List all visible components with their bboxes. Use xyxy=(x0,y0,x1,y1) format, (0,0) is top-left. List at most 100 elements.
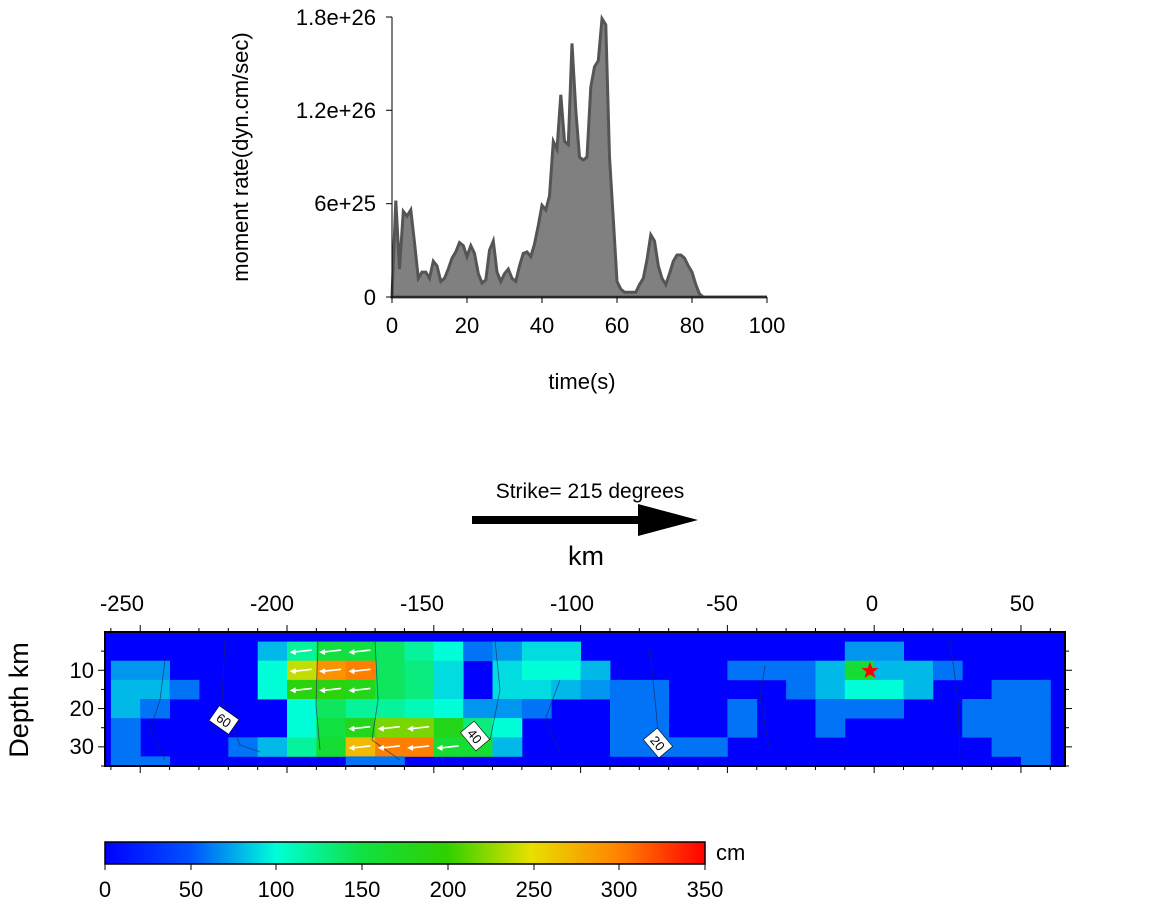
colorbar-tick-label: 200 xyxy=(430,877,467,902)
slip-arrow-icon xyxy=(319,668,342,675)
slip-cell xyxy=(551,679,581,700)
slip-cell xyxy=(991,718,1022,738)
slip-cell xyxy=(610,718,640,738)
slip-cell xyxy=(521,660,552,681)
slip-arrow-icon xyxy=(377,725,400,732)
slip-cell xyxy=(433,660,464,681)
slip-cell xyxy=(110,756,141,767)
slip-x-tick-label: -100 xyxy=(550,591,594,616)
slip-cell xyxy=(375,699,405,719)
slip-arrow-icon xyxy=(348,687,371,694)
slip-cell xyxy=(110,679,141,700)
slip-x-tick-label: -200 xyxy=(250,591,294,616)
x-axis-label: time(s) xyxy=(548,369,615,394)
slip-arrow-icon xyxy=(289,668,312,675)
slip-cell xyxy=(610,699,640,719)
slip-arrow-icon xyxy=(289,649,312,656)
slip-cell xyxy=(257,679,288,700)
slip-vectors xyxy=(289,649,459,751)
slip-cell xyxy=(756,660,787,681)
slip-cell xyxy=(257,641,288,662)
slip-arrow-icon xyxy=(407,725,430,732)
slip-arrow-icon xyxy=(377,744,400,751)
slip-cell xyxy=(110,660,141,681)
slip-map: km Depth km 60 40 xyxy=(4,541,1072,773)
slip-y-tick-label: 10 xyxy=(70,658,94,683)
slip-cell xyxy=(1021,699,1051,719)
slip-cell xyxy=(874,641,904,662)
moment-rate-x-tick-marks xyxy=(391,297,768,303)
moment-rate-chart: 1.8e+26 1.2e+26 6e+25 0 0 20 40 60 80 10… xyxy=(228,5,785,394)
slip-cell xyxy=(1021,756,1051,767)
slip-cell xyxy=(492,699,523,719)
slip-arrow-icon xyxy=(348,744,371,751)
slip-cell xyxy=(433,641,464,662)
colorbar-tick-label: 100 xyxy=(258,877,295,902)
colorbar: 0 50 100 150 200 250 300 350 cm xyxy=(99,840,745,902)
slip-cell xyxy=(1021,679,1051,700)
slip-cell xyxy=(551,660,581,681)
x-tick-label: 60 xyxy=(605,313,629,338)
slip-arrow-icon xyxy=(348,668,371,675)
slip-cell xyxy=(110,699,141,719)
slip-cell xyxy=(375,641,405,662)
strike-arrow-shaft xyxy=(472,516,642,524)
slip-cell xyxy=(257,660,288,681)
slip-cell xyxy=(492,737,523,757)
slip-x-tick-label: 0 xyxy=(866,591,878,616)
slip-cell xyxy=(287,718,317,738)
contour-label: 60 xyxy=(213,710,233,731)
x-tick-label: 20 xyxy=(455,313,479,338)
slip-cell xyxy=(404,699,435,719)
slip-cell xyxy=(257,737,288,757)
slip-cell xyxy=(345,756,376,767)
slip-cell xyxy=(433,718,464,738)
slip-cell xyxy=(521,641,552,662)
colorbar-tick-label: 150 xyxy=(344,877,381,902)
slip-arrow-icon xyxy=(319,649,342,656)
slip-cell xyxy=(991,679,1022,700)
x-tick-label: 40 xyxy=(530,313,554,338)
colorbar-tick-marks xyxy=(104,864,706,870)
slip-cell xyxy=(874,699,904,719)
slip-y-tick-label: 20 xyxy=(70,696,94,721)
slip-cell xyxy=(404,660,435,681)
x-tick-label: 100 xyxy=(749,313,786,338)
slip-cell xyxy=(463,699,493,719)
slip-cell xyxy=(463,641,493,662)
slip-cell xyxy=(110,737,141,757)
slip-cell xyxy=(874,679,904,700)
hypocenter-star-icon xyxy=(861,662,879,678)
slip-cell xyxy=(521,679,552,700)
slip-cell xyxy=(140,699,170,719)
slip-cell xyxy=(492,718,523,738)
strike-arrow-head-icon xyxy=(638,504,698,536)
slip-x-tick-label: 50 xyxy=(1010,591,1034,616)
slip-cell xyxy=(110,718,141,738)
slip-cell xyxy=(492,641,523,662)
slip-cell xyxy=(932,660,963,681)
y-tick-label: 6e+25 xyxy=(314,191,376,216)
slip-cell xyxy=(991,737,1022,757)
slip-cell xyxy=(228,737,259,757)
y-tick-label: 1.8e+26 xyxy=(296,5,376,30)
strike-label: Strike= 215 degrees xyxy=(496,480,685,503)
strike-indicator: Strike= 215 degrees xyxy=(472,480,698,536)
slip-cell xyxy=(903,679,934,700)
slip-cell xyxy=(492,679,523,700)
slip-cell xyxy=(316,699,347,719)
slip-cell xyxy=(140,660,170,681)
slip-arrow-icon xyxy=(407,744,430,751)
colorbar-tick-label: 300 xyxy=(601,877,638,902)
colorbar-tick-label: 0 xyxy=(99,877,111,902)
slip-y-axis-label: Depth km xyxy=(4,642,34,758)
slip-arrow-icon xyxy=(436,744,459,751)
slip-cell xyxy=(962,718,992,738)
slip-cell xyxy=(903,660,934,681)
slip-cell xyxy=(287,737,317,757)
slip-cell xyxy=(727,699,758,719)
slip-x-axis-label: km xyxy=(568,541,604,571)
slip-cell xyxy=(521,699,552,719)
x-tick-label: 0 xyxy=(386,313,398,338)
